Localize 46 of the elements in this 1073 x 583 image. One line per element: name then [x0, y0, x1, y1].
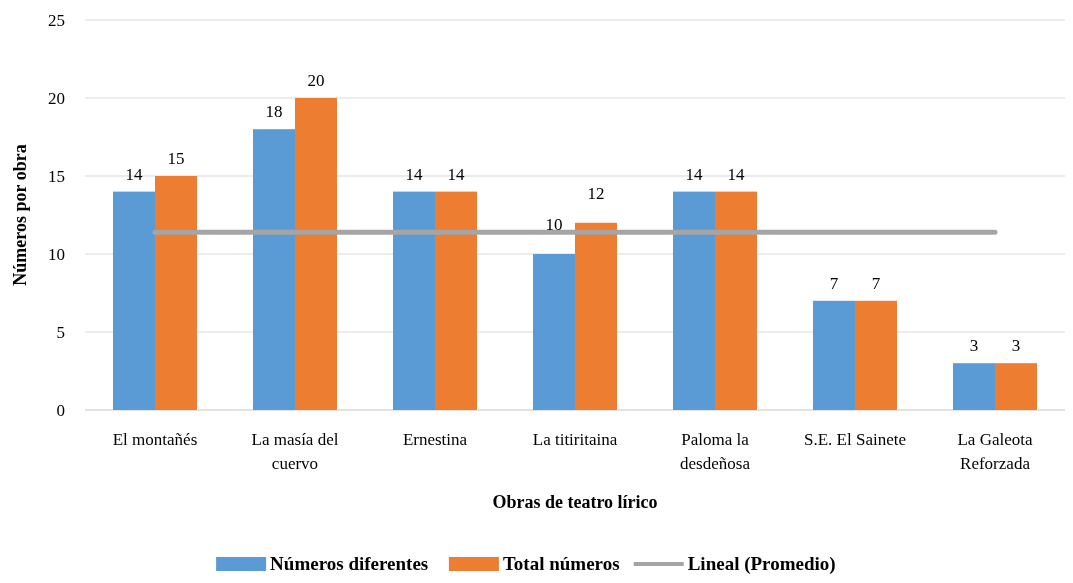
- legend-label: Lineal (Promedio): [687, 553, 836, 575]
- x-tick-label: Ernestina: [402, 430, 468, 449]
- y-tick-label: 20: [48, 89, 65, 108]
- data-label: 18: [265, 102, 283, 122]
- data-label: 15: [167, 149, 185, 168]
- data-label: 3: [1011, 336, 1021, 356]
- bar: [113, 191, 155, 410]
- bar: [253, 129, 295, 410]
- data-label: 14: [447, 164, 465, 184]
- data-label: 7: [829, 273, 839, 293]
- legend-label: Números diferentes: [270, 553, 429, 574]
- data-label: 14: [405, 164, 423, 184]
- y-tick-label: 25: [48, 11, 65, 30]
- bar: [435, 191, 477, 410]
- x-tick-label: La Galeota Reforzada: [957, 430, 1033, 473]
- bar: [715, 191, 757, 410]
- legend-label: Total números: [502, 553, 620, 574]
- bar: [393, 191, 435, 410]
- bar: [855, 300, 897, 410]
- x-tick-label: Paloma la desdeñosa: [680, 430, 751, 473]
- bar: [533, 254, 575, 410]
- data-label: 14: [125, 164, 143, 184]
- y-tick-label: 15: [48, 167, 65, 186]
- bar: [813, 300, 855, 410]
- y-tick-label: 0: [56, 401, 65, 420]
- y-tick-label: 10: [48, 245, 65, 264]
- data-label: 14: [727, 164, 745, 184]
- bar: [575, 222, 617, 410]
- x-tick-label: El montañés: [112, 430, 198, 449]
- y-axis-title: Números por obra: [10, 144, 30, 286]
- bar: [155, 176, 197, 410]
- data-label: 3: [969, 336, 979, 356]
- x-tick-label: S.E. El Sainete: [804, 430, 906, 449]
- data-label: 12: [587, 183, 605, 203]
- bar: [295, 98, 337, 410]
- data-label: 20: [307, 71, 325, 90]
- bar: [995, 363, 1037, 410]
- bar: [953, 363, 995, 410]
- bar: [673, 191, 715, 410]
- x-tick-label: La titiritaina: [532, 430, 618, 449]
- data-label: 14: [685, 164, 703, 184]
- x-tick-label: La masía del cuervo: [251, 430, 339, 473]
- data-label: 10: [545, 215, 563, 234]
- data-label: 7: [871, 273, 881, 293]
- y-tick-label: 5: [56, 323, 65, 342]
- x-axis-title: Obras de teatro lírico: [492, 492, 658, 512]
